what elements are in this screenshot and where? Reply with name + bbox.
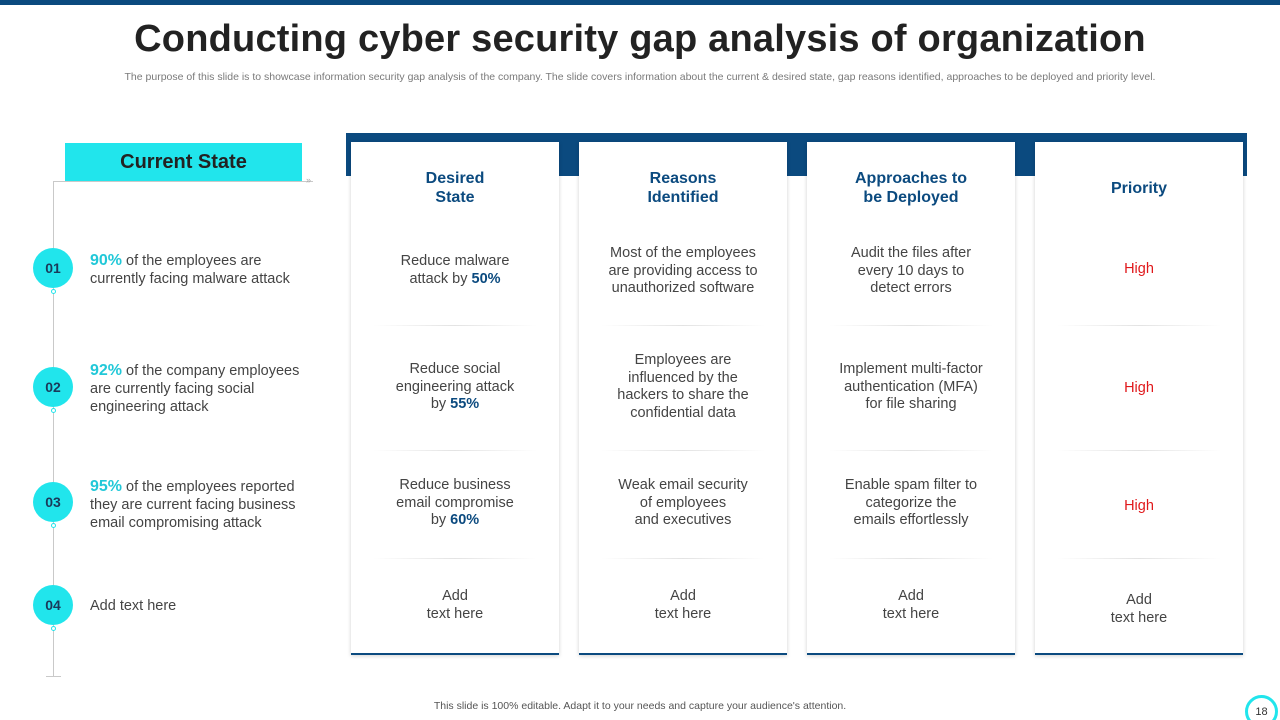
timeline-dot (51, 523, 56, 528)
column-desired-state: Desired State Reduce malware attack by 50%… (351, 142, 559, 655)
priority-value: High (1124, 498, 1154, 514)
table-cell: Add text here (1110, 592, 1168, 626)
table-cell: Employees are influenced by the hackers to… (617, 352, 749, 421)
table-cell: Implement multi-factor authentication (MF… (839, 361, 983, 412)
column-header: Priority (1110, 179, 1167, 197)
timeline-dot (51, 289, 56, 294)
row-divider (829, 325, 993, 326)
row-divider (1057, 558, 1221, 559)
current-state-point: Add text here (90, 598, 177, 614)
point-text: of the employees are currently facing ma… (90, 253, 290, 287)
column-priority: Priority High High High Add text here (1035, 142, 1243, 655)
row-divider (829, 558, 993, 559)
point-percentage: 90% (90, 252, 123, 269)
table-cell: Enable spam filter to categorize the email… (844, 477, 978, 528)
priority-value: High (1124, 261, 1154, 277)
row-divider (601, 325, 765, 326)
top-accent-bar (0, 0, 1280, 5)
row-divider (373, 558, 537, 559)
row-divider (601, 558, 765, 559)
row-divider (601, 450, 765, 451)
column-header: Reasons Identified (647, 170, 719, 206)
timeline-end-tick (46, 676, 61, 677)
table-cell: Reduce malware attack by 50% (400, 253, 510, 287)
step-number-badge: 02 (33, 367, 73, 407)
footer-note: This slide is 100% editable. Adapt it to… (433, 700, 847, 712)
table-cell: Add text here (654, 588, 712, 622)
page-number: 18 (1245, 695, 1278, 720)
table-cell: Audit the files after every 10 days to det… (850, 245, 972, 296)
row-divider (1057, 450, 1221, 451)
timeline-dot (51, 626, 56, 631)
table-cell: Reduce business email compromise by 60% (396, 477, 514, 528)
slide-subtitle: The purpose of this slide is to showcase… (124, 71, 1156, 83)
step-number-badge: 01 (33, 248, 73, 288)
table-cell: Most of the employees are providing acces… (608, 245, 758, 296)
point-text: of the company employees are currently f… (90, 363, 300, 415)
connector-arrow-icon: » (306, 175, 312, 185)
connector-line (53, 181, 313, 182)
column-header: Desired State (425, 170, 485, 206)
timeline-dot (51, 408, 56, 413)
row-divider (829, 450, 993, 451)
current-state-point: 90% of the employees are currently facin… (90, 252, 310, 288)
step-number-badge: 04 (33, 585, 73, 625)
point-text: of the employees reported they are curre… (90, 479, 296, 531)
slide-title: Conducting cyber security gap analysis o… (134, 18, 1146, 60)
column-approaches: Approaches to be Deployed Audit the files… (807, 142, 1015, 655)
column-header: Approaches to be Deployed (854, 170, 967, 206)
table-cell: Reduce social engineering attack by 55% (395, 361, 515, 412)
point-percentage: 95% (90, 478, 123, 495)
priority-value: High (1124, 380, 1154, 396)
timeline-line (53, 181, 54, 677)
current-state-header: Current State (65, 143, 302, 182)
row-divider (373, 325, 537, 326)
current-state-point: 92% of the company employees are current… (90, 362, 310, 416)
table-cell: Add text here (882, 588, 940, 622)
row-divider (373, 450, 537, 451)
point-percentage: 92% (90, 362, 123, 379)
step-number-badge: 03 (33, 482, 73, 522)
column-reasons-identified: Reasons Identified Most of the employees a… (579, 142, 787, 655)
table-cell: Add text here (426, 588, 484, 622)
table-cell: Weak email security of employees and execu… (618, 477, 748, 528)
row-divider (1057, 325, 1221, 326)
current-state-point: 95% of the employees reported they are c… (90, 478, 310, 532)
